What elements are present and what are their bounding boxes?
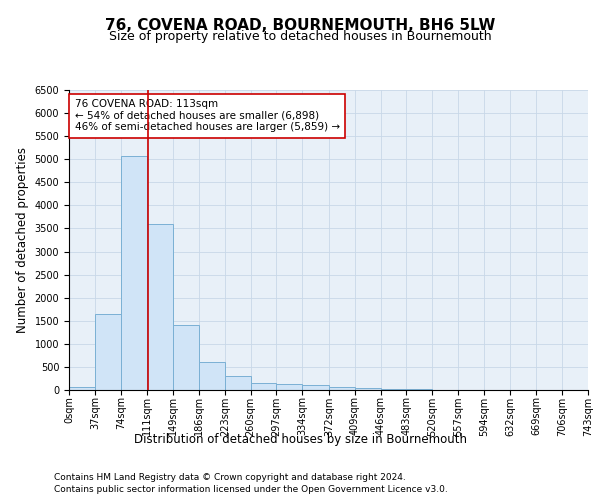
Bar <box>199 362 225 390</box>
Y-axis label: Number of detached properties: Number of detached properties <box>16 147 29 333</box>
Bar <box>95 314 121 390</box>
Bar <box>225 376 251 390</box>
Bar <box>329 387 355 390</box>
Bar <box>121 156 146 390</box>
Text: 76 COVENA ROAD: 113sqm
← 54% of detached houses are smaller (6,898)
46% of semi-: 76 COVENA ROAD: 113sqm ← 54% of detached… <box>74 99 340 132</box>
Bar <box>173 326 199 390</box>
Bar <box>277 384 302 390</box>
Bar <box>355 388 380 390</box>
Bar <box>146 224 173 390</box>
Text: Distribution of detached houses by size in Bournemouth: Distribution of detached houses by size … <box>133 432 467 446</box>
Text: Size of property relative to detached houses in Bournemouth: Size of property relative to detached ho… <box>109 30 491 43</box>
Text: Contains public sector information licensed under the Open Government Licence v3: Contains public sector information licen… <box>54 485 448 494</box>
Text: 76, COVENA ROAD, BOURNEMOUTH, BH6 5LW: 76, COVENA ROAD, BOURNEMOUTH, BH6 5LW <box>105 18 495 32</box>
Bar <box>69 387 95 390</box>
Bar <box>251 383 277 390</box>
Bar <box>380 388 406 390</box>
Bar <box>302 386 329 390</box>
Text: Contains HM Land Registry data © Crown copyright and database right 2024.: Contains HM Land Registry data © Crown c… <box>54 472 406 482</box>
